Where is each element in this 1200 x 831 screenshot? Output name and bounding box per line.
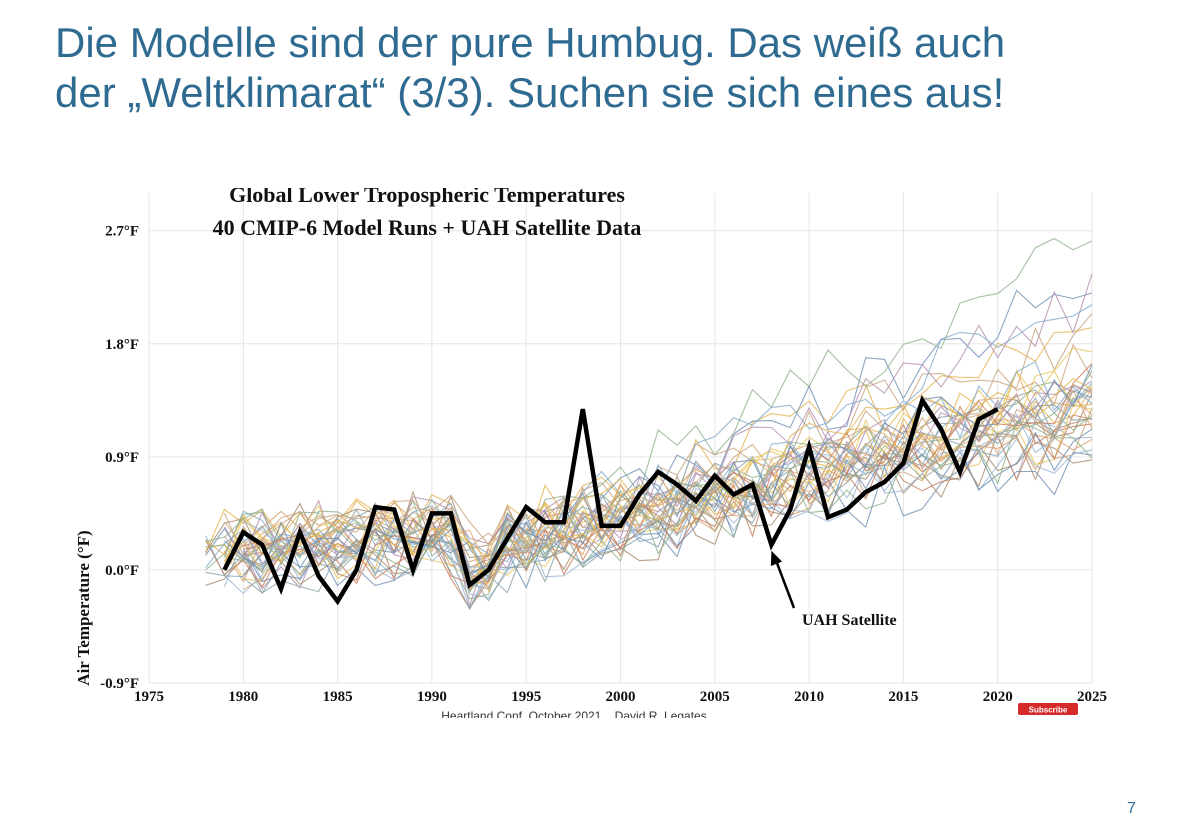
x-tick-label: 1980 (228, 689, 258, 705)
x-tick-label: 2020 (983, 689, 1013, 705)
annotation-label: UAH Satellite (802, 612, 897, 629)
y-axis-label: Air Temperature (°F) (74, 530, 93, 685)
page-number: 7 (1127, 800, 1136, 817)
annotation-arrow-group (770, 550, 796, 609)
credit-line: Heartland Conf October 2021 David R. Leg… (441, 709, 706, 718)
grid: 1975 1980 1985 1990 1995 2000 2005 2010 2015 2020… (100, 193, 1107, 705)
x-tick-label: 2000 (606, 689, 636, 705)
uah-series (222, 395, 999, 606)
model-run-line (205, 370, 1093, 583)
model-run-line (224, 364, 1093, 574)
y-tick-label: -0.9°F (100, 676, 139, 692)
slide-title-line-2: der „Weltklimarat“ (3/3). Suchen sie sic… (55, 69, 1005, 116)
x-tick-label: 2005 (700, 689, 730, 705)
uah-satellite-line (222, 395, 999, 606)
chart-subtitle: 40 CMIP-6 Model Runs + UAH Satellite Dat… (213, 215, 642, 240)
y-tick-label: 0.0°F (105, 563, 139, 579)
model-run-line (224, 370, 1093, 600)
x-tick-label: 1990 (417, 689, 447, 705)
chart-figure: 1975 1980 1985 1990 1995 2000 2005 2010 2015 2020… (52, 188, 1107, 718)
x-tick-label: 2010 (794, 689, 824, 705)
model-run-line (205, 421, 1093, 593)
temperature-chart: 1975 1980 1985 1990 1995 2000 2005 2010 2015 2020… (74, 188, 1107, 718)
x-tick-label: 2025 (1077, 689, 1107, 705)
model-run-line (223, 383, 1093, 549)
model-run-line (223, 378, 1093, 593)
model-run-line (223, 304, 1093, 563)
y-tick-label: 1.8°F (105, 337, 139, 353)
x-tick-label: 1985 (323, 689, 353, 705)
model-runs (205, 237, 1093, 611)
y-tick-label: 2.7°F (105, 224, 139, 240)
model-run-line (205, 412, 1093, 581)
slide-title-line-1: Die Modelle sind der pure Humbug. Das we… (55, 19, 1006, 66)
slide-title: Die Modelle sind der pure Humbug. Das we… (55, 18, 1165, 118)
y-tick-label: 0.9°F (105, 450, 139, 466)
model-run-line (205, 382, 1093, 578)
annotation-arrow (774, 558, 796, 609)
model-run-line (223, 347, 1093, 575)
chart-title: Global Lower Tropospheric Temperatures (229, 188, 625, 207)
model-run-line (242, 404, 1093, 611)
subscribe-badge-label: Subscribe (1029, 706, 1068, 715)
subscribe-badge[interactable]: Subscribe (1018, 703, 1078, 715)
x-tick-label: 1995 (511, 689, 541, 705)
x-tick-label: 2015 (888, 689, 918, 705)
model-run-line (242, 417, 1093, 586)
annotation-arrowhead (770, 550, 783, 566)
x-tick-label: 1975 (134, 689, 164, 705)
